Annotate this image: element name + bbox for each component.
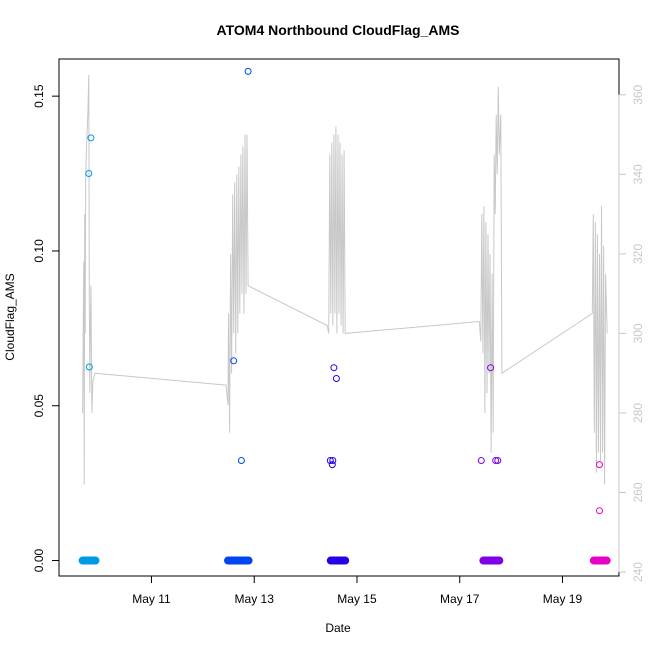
x-tick-label: May 11 [132, 592, 171, 606]
y-right-tick-label: 260 [631, 482, 645, 502]
y-right-tick-label: 320 [631, 244, 645, 264]
y-tick-label: 0.10 [32, 239, 46, 263]
secondary-line-layer [82, 74, 608, 485]
data-point [329, 457, 337, 464]
data-point [328, 461, 336, 469]
y-axis-label: CloudFlag_AMS [3, 273, 17, 360]
zero-band-1 [78, 556, 100, 565]
y-right-tick-label: 300 [631, 323, 645, 343]
data-point [87, 134, 95, 142]
y-right-tick-label: 280 [631, 403, 645, 423]
zero-band-layer [78, 556, 611, 565]
data-point [85, 363, 93, 371]
y-right-tick-label: 360 [631, 84, 645, 104]
y-tick-label: 0.00 [32, 549, 46, 573]
zero-band-2 [224, 556, 253, 565]
y-right-tick-label: 240 [631, 562, 645, 582]
chart-title: ATOM4 Northbound CloudFlag_AMS [217, 22, 460, 38]
data-point [326, 457, 334, 464]
data-point [492, 457, 500, 464]
data-point [487, 364, 495, 372]
x-tick-label: May 15 [337, 592, 377, 606]
data-point [332, 375, 340, 382]
data-point [596, 461, 603, 469]
data-point [596, 507, 603, 515]
data-point [85, 170, 93, 177]
data-point [244, 67, 252, 75]
x-axis-label: Date [325, 621, 351, 635]
points-layer [85, 67, 603, 515]
x-tick-label: May 17 [440, 592, 480, 606]
x-tick-label: May 13 [235, 592, 275, 606]
zero-band-3 [326, 556, 350, 565]
zero-band-4 [479, 556, 504, 565]
y-axis-left: 0.00 0.05 0.10 0.15 [32, 84, 60, 573]
x-axis: May 11 May 13 May 15 May 17 May 19 [132, 575, 583, 606]
secondary-line [82, 74, 608, 485]
x-tick-label: May 19 [543, 592, 583, 606]
data-point [230, 357, 238, 365]
data-point [494, 457, 502, 464]
data-point [477, 457, 485, 464]
y-axis-right: 240 260 280 300 320 340 360 [618, 84, 645, 582]
data-point [330, 364, 338, 372]
y-tick-label: 0.05 [32, 394, 46, 418]
y-tick-label: 0.15 [32, 84, 46, 108]
zero-band-5 [589, 556, 611, 565]
plot-frame [58, 58, 620, 577]
y-right-tick-label: 340 [631, 164, 645, 184]
data-point [237, 457, 245, 464]
